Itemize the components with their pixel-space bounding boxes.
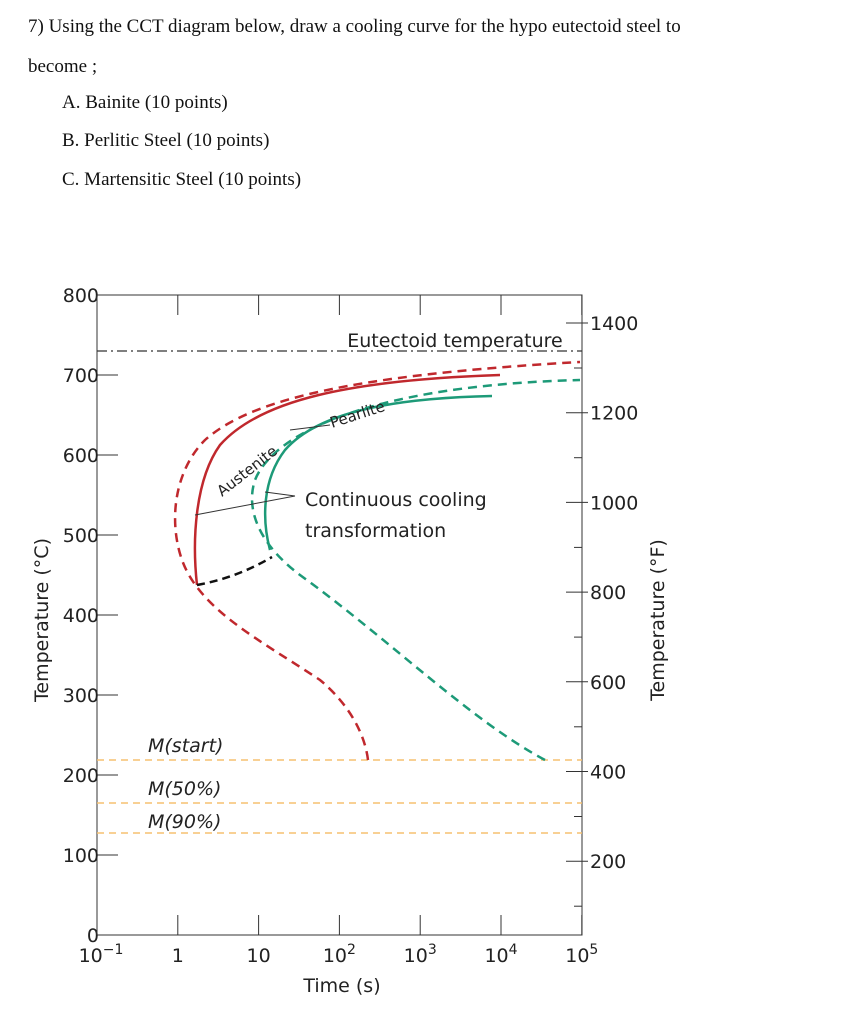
- y-tick-label: 300: [63, 685, 99, 707]
- option: B. Perlitic Steel (10 points): [62, 130, 270, 151]
- y-tick-label: 600: [63, 445, 99, 467]
- x-tick-base: 1: [172, 945, 184, 967]
- y-tick-label: 800: [63, 285, 99, 307]
- red-dashed-curve: [173, 360, 581, 761]
- y-tick-label: 200: [63, 765, 99, 787]
- x-tick-exp: 5: [589, 942, 598, 958]
- x-tick-label: 102: [323, 942, 356, 967]
- x-tick-exp: 3: [428, 942, 437, 958]
- x-tick-label: 103: [404, 942, 437, 967]
- annotation: Pearlite: [328, 397, 387, 432]
- x-tick-base: 10: [404, 945, 428, 967]
- annotation: transformation: [305, 520, 446, 542]
- x-tick-label: 10: [247, 945, 271, 967]
- option: C. Martensitic Steel (10 points): [62, 169, 302, 190]
- x-tick-base: 10: [323, 945, 347, 967]
- martensite-lines: [97, 759, 582, 834]
- pointer-arrows: [194, 424, 331, 516]
- y-tick-label: 100: [63, 845, 99, 867]
- black-dashed-curve: [196, 555, 273, 587]
- x-tick-exp: 2: [347, 942, 356, 958]
- y2-axis-title: Temperature (°F): [647, 539, 669, 702]
- y-tick-label: 500: [63, 525, 99, 547]
- x-tick-label: 1: [172, 945, 184, 967]
- x-tick-base: 10: [484, 945, 508, 967]
- annotation: M(start): [148, 735, 223, 757]
- x-axis-title: Time (s): [302, 975, 380, 997]
- x-tick-base: 10: [247, 945, 271, 967]
- y2-tick-label: 200: [590, 851, 626, 873]
- y2-tick-label: 1200: [590, 403, 638, 425]
- annotation: Eutectoid temperature: [347, 330, 563, 352]
- question-line: become ;: [28, 56, 98, 77]
- annotation: Austenite: [213, 442, 280, 500]
- annotation: M(90%): [148, 811, 221, 833]
- y-tick-label: 400: [63, 605, 99, 627]
- annotation: M(50%): [148, 778, 221, 800]
- y-tick-label: 700: [63, 365, 99, 387]
- y2-tick-label: 800: [590, 582, 626, 604]
- y2-tick-label: 400: [590, 762, 626, 784]
- x-tick-base: 10: [565, 945, 589, 967]
- x-tick-exp: 4: [509, 942, 518, 958]
- question-line: 7) Using the CCT diagram below, draw a c…: [28, 16, 681, 37]
- green-dashed-curve: [250, 378, 581, 762]
- red-solid-curve: [193, 373, 501, 586]
- y2-tick-label: 1000: [590, 492, 638, 514]
- x-tick-exp: −1: [103, 942, 124, 958]
- y2-tick-label: 1400: [590, 313, 638, 335]
- x-tick-label: 104: [484, 942, 517, 967]
- green-solid-curve: [263, 394, 493, 551]
- annotation: Continuous cooling: [305, 489, 487, 511]
- x-tick-base: 10: [79, 945, 103, 967]
- option: A. Bainite (10 points): [62, 92, 228, 113]
- y-tick-label: 0: [87, 925, 99, 947]
- x-tick-label: 105: [565, 942, 598, 967]
- y2-tick-label: 600: [590, 672, 626, 694]
- y-axis-title: Temperature (°C): [31, 538, 53, 703]
- x-tick-label: 10−1: [79, 942, 124, 967]
